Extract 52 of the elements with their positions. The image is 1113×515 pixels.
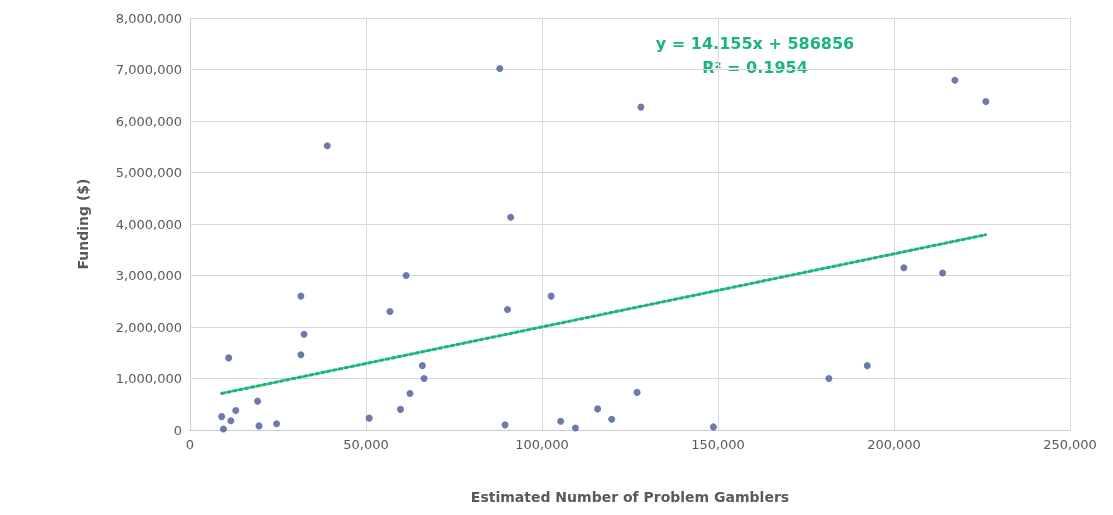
y-tick-label: 1,000,000 xyxy=(115,371,182,386)
point xyxy=(402,272,410,279)
point xyxy=(863,362,871,370)
point xyxy=(406,389,414,397)
point xyxy=(557,417,565,425)
point xyxy=(297,351,305,359)
point xyxy=(504,305,511,313)
point xyxy=(225,354,233,362)
point xyxy=(300,330,308,338)
x-tick-label: 150,000 xyxy=(691,437,745,452)
point xyxy=(273,420,281,428)
point xyxy=(507,213,515,221)
point xyxy=(254,397,262,405)
point xyxy=(825,375,833,382)
x-tick-label: 50,000 xyxy=(343,437,389,452)
point xyxy=(420,375,428,382)
x-tick-label: 0 xyxy=(185,437,195,452)
y-axis-title: Funding ($) xyxy=(75,178,91,270)
point xyxy=(227,417,235,425)
point xyxy=(418,362,426,370)
point xyxy=(496,64,504,72)
y-tick-label: 7,000,000 xyxy=(115,62,182,77)
point xyxy=(323,142,331,150)
x-axis-title: Estimated Number of Problem Gamblers xyxy=(470,489,790,505)
point xyxy=(386,308,394,316)
point xyxy=(900,264,908,272)
point xyxy=(397,405,404,413)
x-tick-label: 100,000 xyxy=(515,437,569,452)
y-tick-label: 0 xyxy=(173,422,182,438)
point xyxy=(218,413,226,421)
y-tick-label: 2,000,000 xyxy=(115,319,182,335)
point xyxy=(709,423,717,431)
y-tick-label: 4,000,000 xyxy=(115,216,182,232)
point xyxy=(633,388,641,396)
x-tick-label: 250,000 xyxy=(1043,437,1097,452)
y-tick-label: 3,000,000 xyxy=(115,268,182,283)
annotation: y = 14.155x + 586856 xyxy=(655,33,855,53)
point xyxy=(547,292,555,300)
point xyxy=(297,292,305,300)
point xyxy=(594,405,602,413)
point xyxy=(232,406,240,414)
point xyxy=(219,425,227,433)
x-tick-label: 200,000 xyxy=(867,437,921,452)
point xyxy=(608,415,616,423)
point xyxy=(939,269,947,277)
point xyxy=(365,414,373,422)
y-tick-label: 6,000,000 xyxy=(115,113,182,129)
point xyxy=(571,424,579,432)
point xyxy=(982,97,990,105)
point xyxy=(951,76,959,84)
y-tick-label: 8,000,000 xyxy=(115,10,182,26)
y-tick-label: 5,000,000 xyxy=(115,165,182,180)
